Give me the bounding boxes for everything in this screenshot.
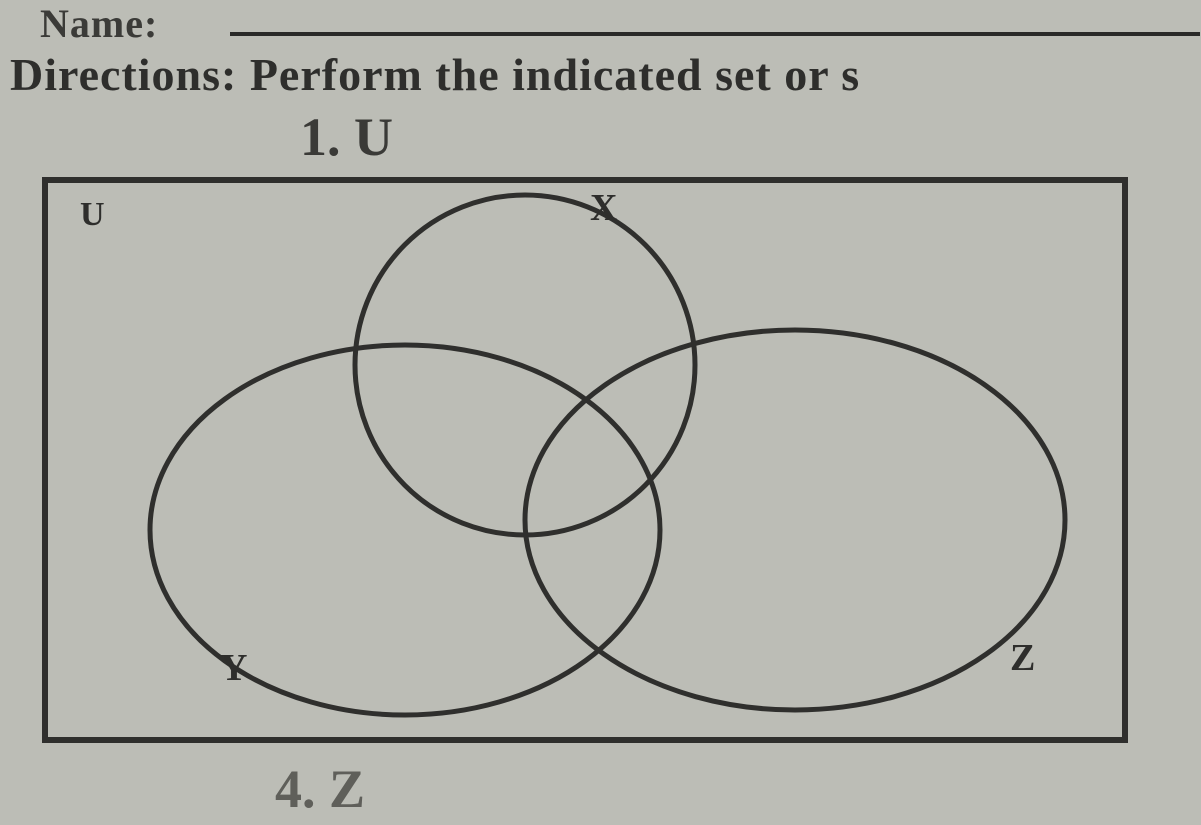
name-underline bbox=[230, 32, 1200, 36]
worksheet-page: Name: Directions: Perform the indicated … bbox=[0, 0, 1201, 825]
circle-z bbox=[525, 330, 1065, 710]
question-4-label: 4. Z bbox=[275, 758, 365, 820]
label-universe: U bbox=[80, 196, 105, 233]
universe-rect bbox=[45, 180, 1125, 740]
name-label: Name: bbox=[40, 0, 158, 47]
label-y: Y bbox=[220, 647, 247, 689]
label-z: Z bbox=[1010, 637, 1035, 679]
question-1-label: 1. U bbox=[300, 106, 393, 168]
directions-text: Directions: Perform the indicated set or… bbox=[10, 48, 860, 101]
venn-svg: U X Y Z bbox=[35, 170, 1135, 750]
venn-diagram: U X Y Z bbox=[35, 170, 1135, 750]
label-x: X bbox=[590, 187, 617, 229]
